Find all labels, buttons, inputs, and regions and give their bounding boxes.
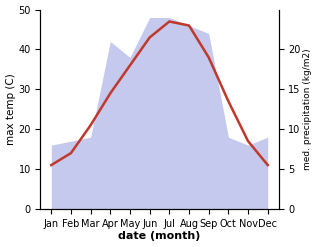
- Y-axis label: med. precipitation (kg/m2): med. precipitation (kg/m2): [303, 48, 313, 170]
- X-axis label: date (month): date (month): [118, 231, 201, 242]
- Y-axis label: max temp (C): max temp (C): [5, 73, 16, 145]
